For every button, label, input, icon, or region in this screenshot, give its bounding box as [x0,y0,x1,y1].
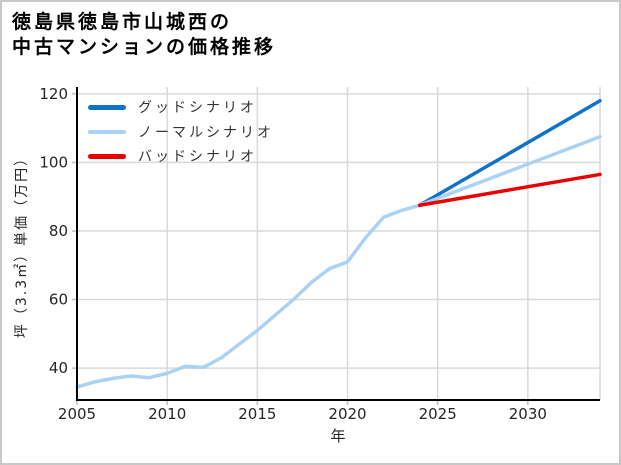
good-scenario-line-swatch [88,105,126,110]
x-tick-label: 2015 [238,405,276,423]
legend-item-normal: ノーマルシナリオ [88,120,274,145]
series-line-グッドシナリオ [417,98,602,208]
normal-scenario-line-swatch [88,129,126,134]
x-tick-label: 2010 [148,405,186,423]
y-tick-label: 100 [39,153,68,171]
y-tick-label: 40 [49,359,68,377]
y-tick-label: 120 [39,85,68,103]
chart-title-line-1: 徳島県徳島市山城西の [12,11,233,33]
series-line-ノーマルシナリオ [417,134,602,208]
legend-label-bad: バッドシナリオ [138,149,257,166]
bad-scenario-line-swatch [88,154,126,159]
series-line-historical [75,203,422,389]
y-axis-title: 坪（3.3㎡）単価（万円） [14,149,30,339]
x-tick-label: 2025 [419,405,457,423]
y-tick-label: 60 [49,291,68,309]
legend-label-normal: ノーマルシナリオ [138,124,274,141]
legend-item-good: グッドシナリオ [88,95,274,120]
x-axis-title: 年 [330,427,346,445]
x-tick-label: 2005 [58,405,96,423]
x-tick-label: 2030 [509,405,547,423]
series-line-バッドシナリオ [417,172,602,208]
legend-label-good: グッドシナリオ [138,100,257,117]
x-tick-label: 2020 [328,405,366,423]
y-tick-label: 80 [49,222,68,240]
chart-title: 徳島県徳島市山城西の 中古マンションの価格推移 [12,10,276,60]
legend-item-bad: バッドシナリオ [88,144,274,169]
chart-title-line-2: 中古マンションの価格推移 [12,36,277,58]
legend: グッドシナリオ ノーマルシナリオ バッドシナリオ [88,95,274,169]
